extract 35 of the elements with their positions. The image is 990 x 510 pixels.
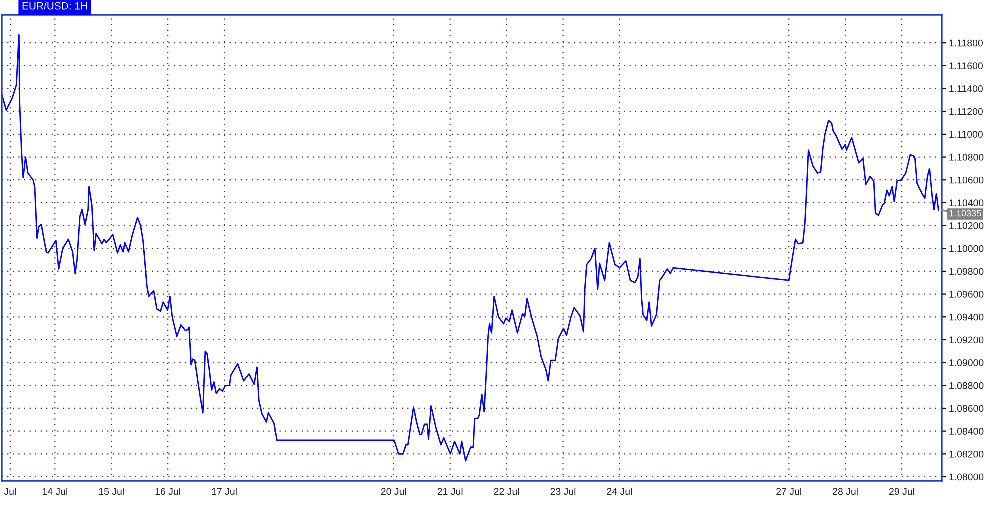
x-tick-label: 16 Jul (156, 488, 180, 496)
x-tick-label: 27 Jul (776, 488, 802, 496)
y-tick-label: 1.08800 (950, 382, 984, 390)
y-tick-label: 1.09400 (950, 314, 984, 321)
y-tick-label: 1.11000 (950, 131, 983, 138)
y-tick-label: 1.08600 (950, 405, 984, 412)
x-tick-label: 24 Jul (607, 488, 632, 496)
x-tick-label: 29 Jul (890, 488, 914, 496)
chart-title: EUR/USD: 1H (22, 2, 88, 10)
x-tick-label: 21 Jul (438, 488, 463, 496)
y-tick-label: 1.08400 (950, 428, 984, 435)
x-tick-label: 22 Jul (494, 488, 520, 496)
y-tick-label: 1.10800 (950, 154, 984, 161)
y-tick-label: 1.11800 (950, 40, 983, 47)
x-tick-label: Jul (4, 488, 16, 496)
x-tick-label: 17 Jul (212, 488, 237, 496)
y-tick-label: 1.10200 (950, 222, 984, 230)
x-tick-label: 28 Jul (833, 488, 858, 496)
y-tick-label: 1.11600 (950, 62, 983, 70)
y-tick-label: 1.09800 (950, 268, 984, 276)
y-tick-label: 1.08000 (950, 474, 984, 481)
y-tick-label: 1.10600 (950, 176, 984, 184)
y-tick-label: 1.08200 (950, 450, 984, 458)
x-tick-label: 14 Jul (42, 488, 68, 496)
y-tick-label: 1.10400 (950, 200, 984, 207)
y-tick-label: 1.09000 (950, 360, 984, 366)
x-tick-label: 20 Jul (381, 488, 406, 496)
y-tick-label: 1.09600 (950, 291, 984, 298)
y-tick-label: 1.10000 (950, 245, 984, 252)
annotation: 1.10335 (950, 210, 982, 217)
y-tick-label: 1.11200 (950, 108, 983, 116)
x-tick-label: 15 Jul (99, 488, 124, 496)
y-tick-label: 1.09200 (950, 336, 984, 344)
x-tick-label: 23 Jul (550, 488, 576, 496)
y-tick-label: 1.11400 (950, 86, 983, 92)
